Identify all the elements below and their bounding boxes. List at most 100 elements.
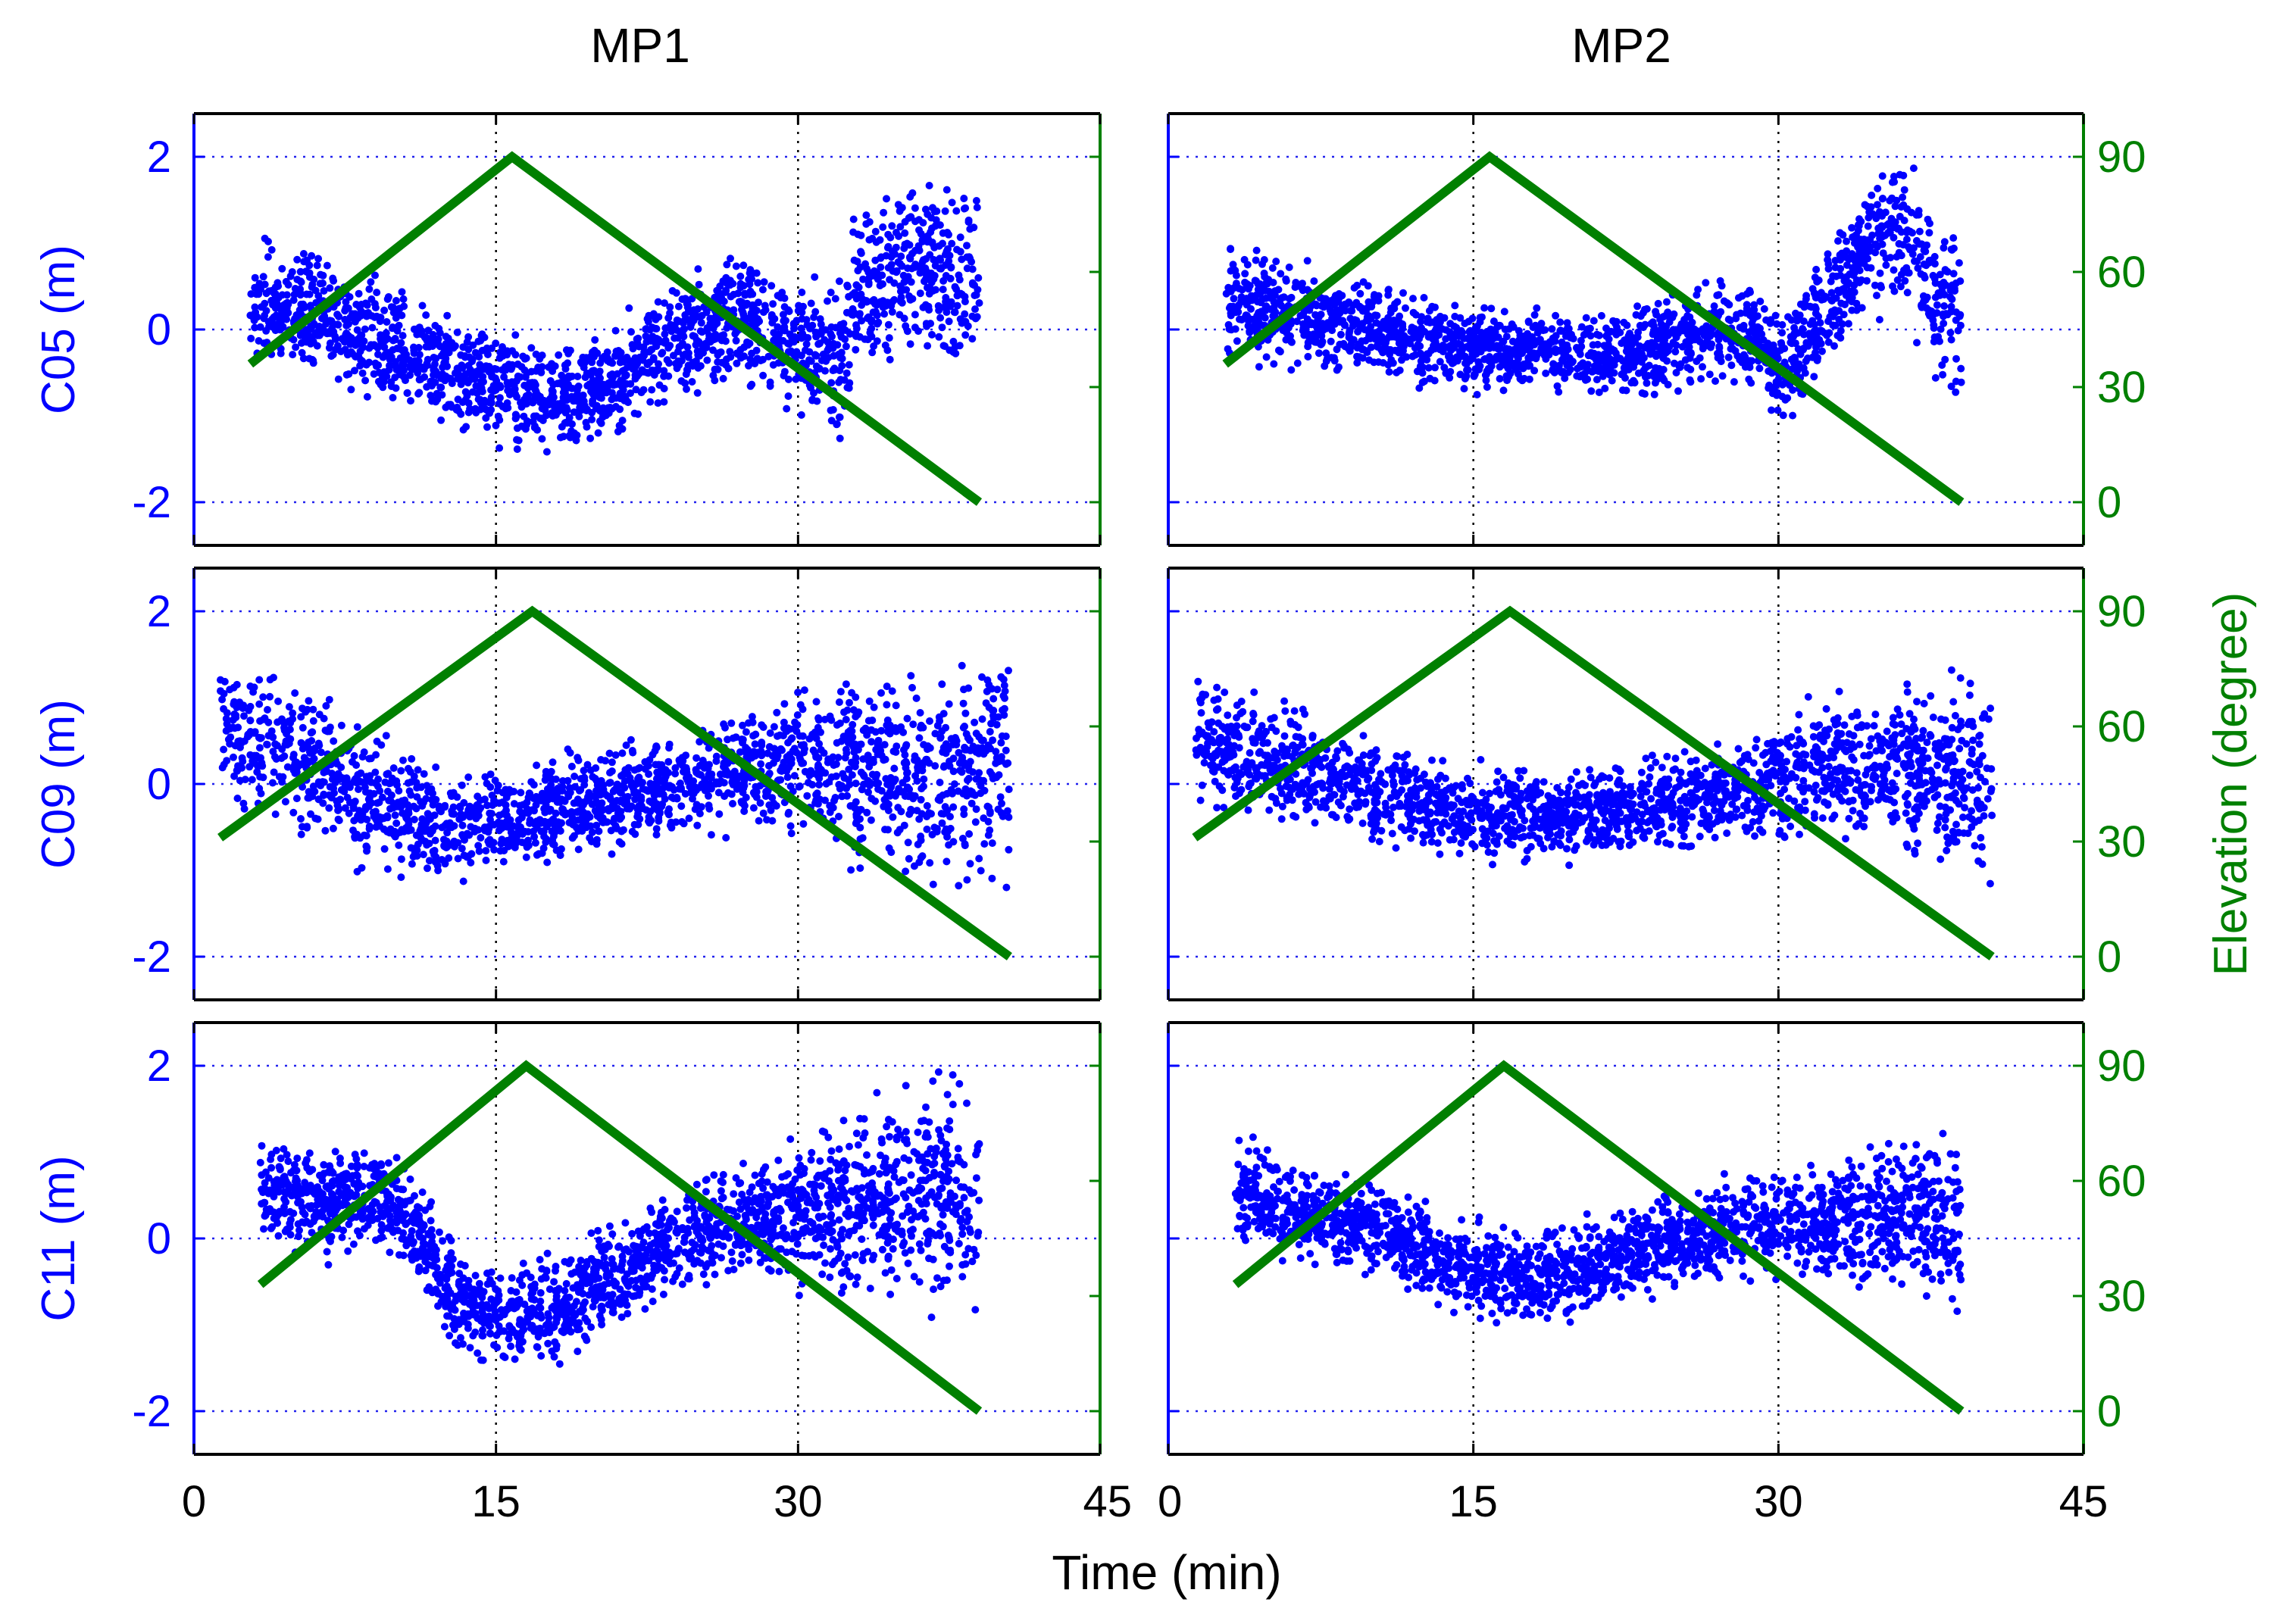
scatter-point [951, 308, 959, 317]
scatter-point [1461, 374, 1469, 383]
scatter-point [824, 344, 833, 352]
scatter-point [693, 389, 702, 397]
scatter-point [795, 333, 803, 342]
scatter-point [1477, 329, 1486, 336]
scatter-point [1327, 317, 1336, 326]
scatter-point [1671, 348, 1680, 356]
scatter-point [549, 389, 557, 398]
column-title-mp1: MP1 [590, 18, 690, 73]
scatter-point [766, 729, 774, 737]
scatter-point [481, 405, 489, 414]
scatter-point [667, 327, 676, 336]
scatter-point [912, 694, 921, 702]
scatter-point [661, 330, 669, 339]
scatter-point [822, 354, 830, 362]
scatter-point [1293, 359, 1302, 367]
scatter-point [1518, 343, 1527, 351]
scatter-point [1789, 411, 1797, 420]
scatter-point [567, 762, 576, 770]
scatter-point [1300, 331, 1308, 339]
scatter-point [789, 320, 798, 328]
scatter-point [881, 341, 889, 349]
scatter-point [1277, 270, 1285, 278]
scatter-point [896, 298, 905, 306]
scatter-point [975, 854, 983, 863]
scatter-point [1833, 332, 1842, 339]
scatter-point [1743, 301, 1751, 309]
scatter-point [617, 840, 626, 848]
scatter-point [842, 369, 851, 377]
scatter-point [581, 373, 589, 382]
scatter-point [431, 321, 439, 329]
scatter-point [308, 251, 316, 260]
scatter-point [1590, 317, 1598, 325]
scatter-point [353, 723, 361, 731]
scatter-point [637, 354, 646, 363]
scatter-point [325, 804, 333, 812]
scatter-point [1587, 387, 1596, 395]
scatter-point [1621, 374, 1629, 382]
scatter-point [218, 764, 227, 772]
scatter-point [1730, 378, 1738, 386]
scatter-point [748, 320, 756, 328]
scatter-point [884, 807, 892, 814]
scatter-point [563, 395, 571, 404]
scatter-point [945, 257, 953, 265]
scatter-point [748, 301, 756, 309]
scatter-point [626, 804, 633, 813]
scatter-point [587, 352, 595, 361]
scatter-point [873, 311, 881, 320]
scatter-point [683, 351, 691, 359]
scatter-point [437, 383, 445, 392]
scatter-point [355, 289, 363, 298]
scatter-point [385, 348, 392, 357]
scatter-point [838, 321, 846, 329]
scatter-point [1795, 360, 1803, 368]
scatter-point [1947, 383, 1955, 391]
scatter-point [1865, 214, 1873, 222]
scatter-point [625, 304, 633, 312]
scatter-point [1555, 388, 1563, 396]
scatter-point [1529, 323, 1537, 332]
scatter-point [968, 265, 977, 273]
scatter-point [533, 761, 541, 770]
scatter-point [949, 838, 958, 846]
scatter-point [618, 425, 627, 433]
scatter-point [919, 219, 927, 227]
scatter-point [1929, 271, 1937, 280]
scatter-point [1952, 316, 1960, 324]
scatter-point [1633, 333, 1642, 342]
scatter-point [767, 282, 776, 290]
scatter-point [1484, 364, 1493, 373]
scatter-point [787, 829, 796, 838]
scatter-point [1865, 247, 1873, 255]
scatter-point [739, 311, 748, 319]
scatter-point [1224, 320, 1233, 329]
scatter-point [556, 851, 564, 860]
scatter-point [811, 351, 819, 359]
scatter-point [1664, 380, 1672, 389]
scatter-point [1659, 354, 1668, 362]
scatter-point [1511, 346, 1520, 354]
scatter-point [966, 860, 974, 868]
scatter-point [271, 810, 280, 818]
scatter-point [365, 285, 374, 293]
scatter-point [1271, 287, 1279, 295]
scatter-point [1460, 385, 1468, 393]
scatter-point [861, 724, 870, 732]
scatter-point [1821, 329, 1829, 337]
scatter-point [896, 207, 904, 215]
scatter-point [1621, 336, 1629, 345]
scatter-point [422, 333, 430, 342]
scatter-point [1950, 284, 1958, 292]
scatter-point [304, 268, 312, 276]
scatter-point [988, 839, 996, 848]
scatter-point [1697, 375, 1705, 383]
scatter-point [864, 280, 873, 289]
scatter-point [314, 255, 323, 263]
scatter-point [760, 278, 768, 286]
scatter-point [371, 359, 380, 367]
scatter-point [1535, 348, 1543, 357]
scatter-point [432, 763, 440, 771]
